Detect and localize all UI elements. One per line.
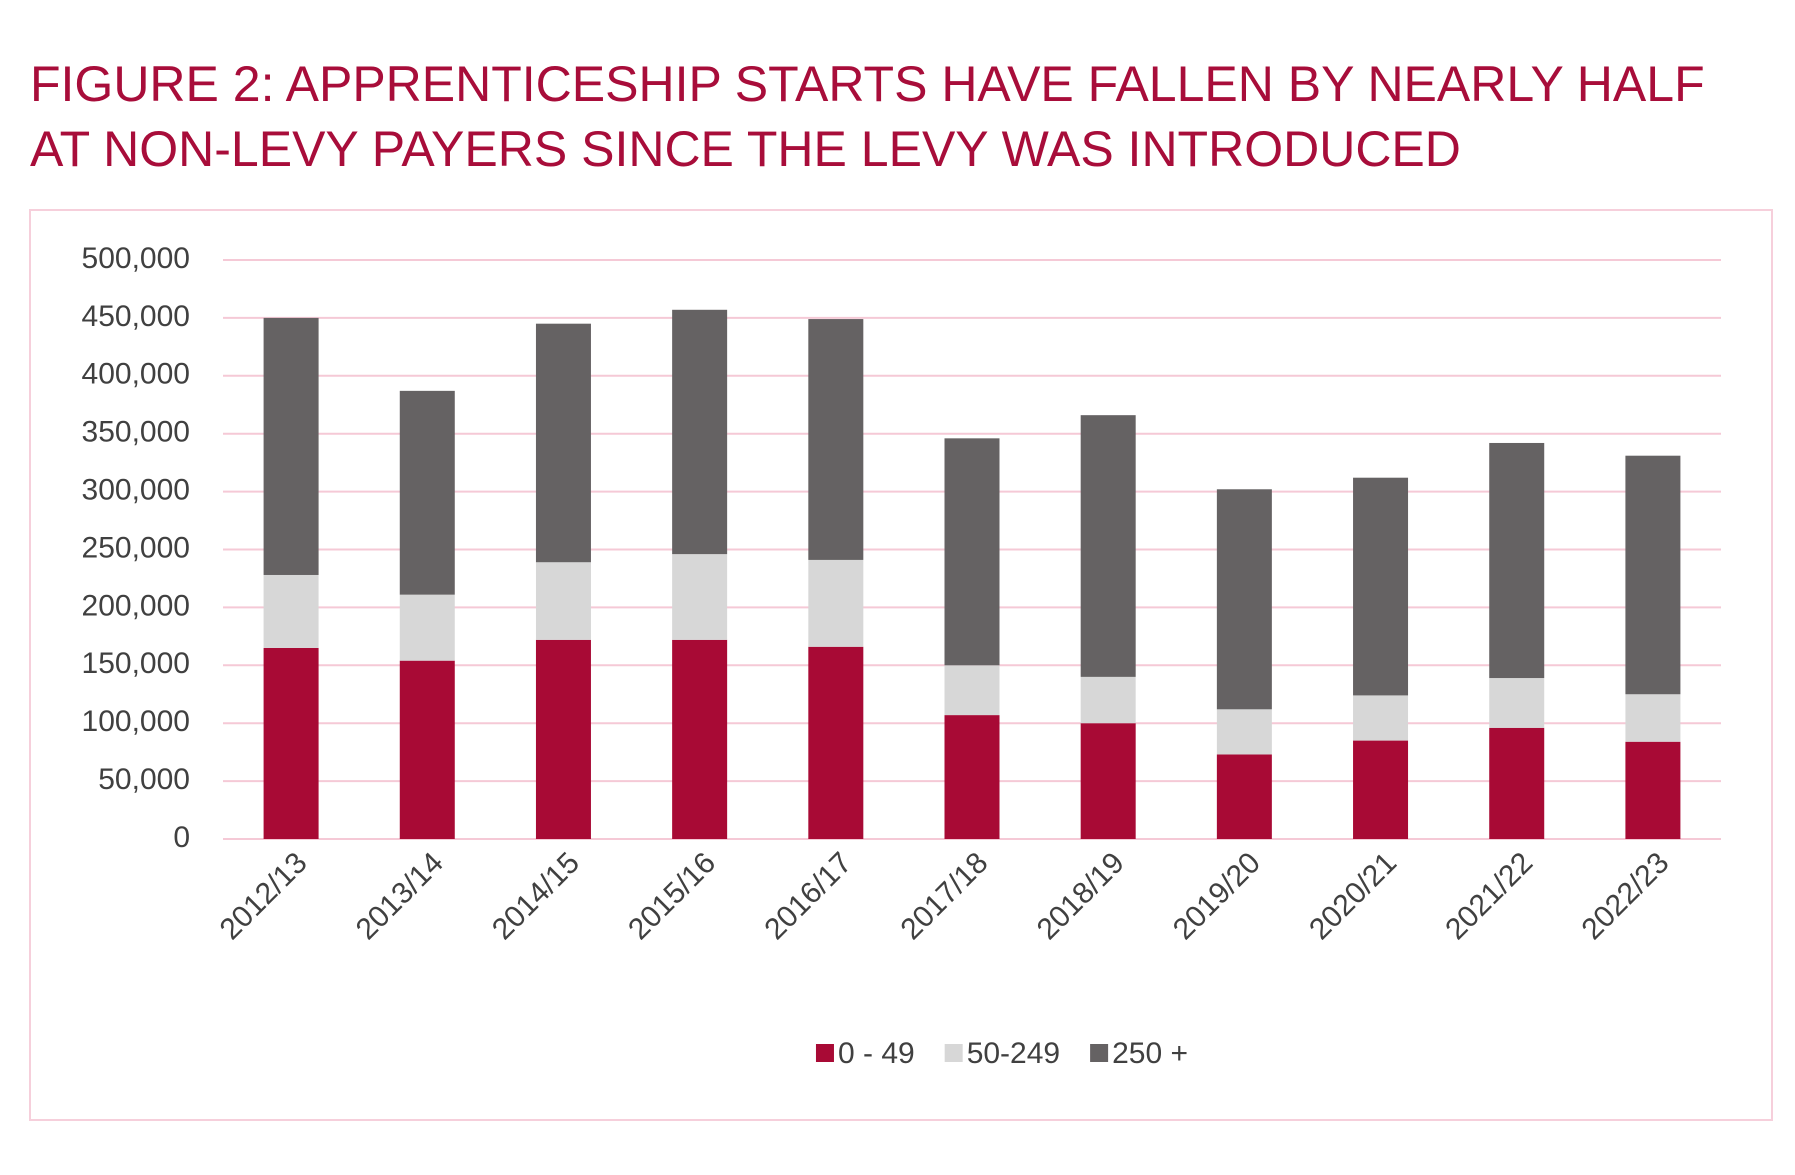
bar-segment <box>944 665 1000 716</box>
bar-segment <box>1080 723 1136 839</box>
y-tick-label: 250,000 <box>82 531 190 564</box>
legend-label: 0 - 49 <box>838 1037 915 1070</box>
bar-segment <box>808 559 864 647</box>
bar-segment <box>672 639 728 839</box>
y-tick-label: 200,000 <box>82 589 190 622</box>
x-tick-label: 2020/21 <box>1303 846 1403 946</box>
bar-segment <box>1080 415 1136 677</box>
bar-segment <box>1625 455 1681 695</box>
y-tick-label: 300,000 <box>82 474 190 507</box>
y-tick-label: 350,000 <box>82 416 190 449</box>
bar-segment <box>263 647 319 839</box>
bar-segment <box>535 562 591 640</box>
bar-segment <box>399 390 455 595</box>
bar-segment <box>1625 694 1681 742</box>
y-tick-label: 400,000 <box>82 358 190 391</box>
bar-segment <box>1353 477 1409 696</box>
chart-title: FIGURE 2: APPRENTICESHIP STARTS HAVE FAL… <box>30 56 1705 112</box>
bar-segment <box>1216 709 1272 755</box>
bar-segment <box>1625 741 1681 839</box>
bar-segment <box>808 646 864 839</box>
bar-segment <box>944 438 1000 666</box>
bar-segment <box>399 660 455 839</box>
x-tick-label: 2019/20 <box>1167 846 1267 946</box>
y-tick-label: 50,000 <box>98 763 190 796</box>
y-tick-label: 450,000 <box>82 300 190 333</box>
bar-segment <box>1353 695 1409 741</box>
bar-segment <box>535 639 591 839</box>
x-tick-label: 2013/14 <box>350 846 450 946</box>
bar-segment <box>535 323 591 563</box>
legend-swatch <box>944 1044 963 1062</box>
bar-segment <box>672 309 728 555</box>
bar-segment <box>1216 489 1272 710</box>
x-tick-label: 2016/17 <box>758 846 858 946</box>
x-tick-label: 2021/22 <box>1439 846 1539 946</box>
chart-title: AT NON-LEVY PAYERS SINCE THE LEVY WAS IN… <box>30 121 1461 177</box>
legend-swatch <box>815 1044 834 1062</box>
legend-label: 50-249 <box>967 1037 1060 1070</box>
bar-segment <box>399 594 455 661</box>
bar-segment <box>263 317 319 575</box>
bar-segment <box>1489 727 1545 839</box>
legend-label: 250 + <box>1112 1037 1188 1070</box>
bar-segment <box>263 574 319 648</box>
bar-segment <box>1489 678 1545 728</box>
bar-segment <box>944 715 1000 839</box>
bar-segment <box>808 319 864 560</box>
bar-segment <box>1216 754 1272 839</box>
chart-frame <box>29 209 1773 1121</box>
y-tick-label: 150,000 <box>82 647 190 680</box>
bar-segment <box>1080 676 1136 724</box>
y-tick-label: 500,000 <box>82 242 190 275</box>
bar-segment <box>672 554 728 640</box>
bar-segment <box>1353 740 1409 839</box>
x-tick-label: 2022/23 <box>1575 846 1675 946</box>
legend-swatch <box>1090 1044 1109 1062</box>
x-tick-label: 2012/13 <box>214 846 314 946</box>
y-tick-label: 100,000 <box>82 705 190 738</box>
x-tick-label: 2018/19 <box>1031 846 1131 946</box>
x-tick-label: 2017/18 <box>895 846 995 946</box>
x-tick-label: 2014/15 <box>486 846 586 946</box>
x-tick-label: 2015/16 <box>622 846 722 946</box>
bar-segment <box>1489 442 1545 679</box>
y-tick-label: 0 <box>173 821 190 854</box>
